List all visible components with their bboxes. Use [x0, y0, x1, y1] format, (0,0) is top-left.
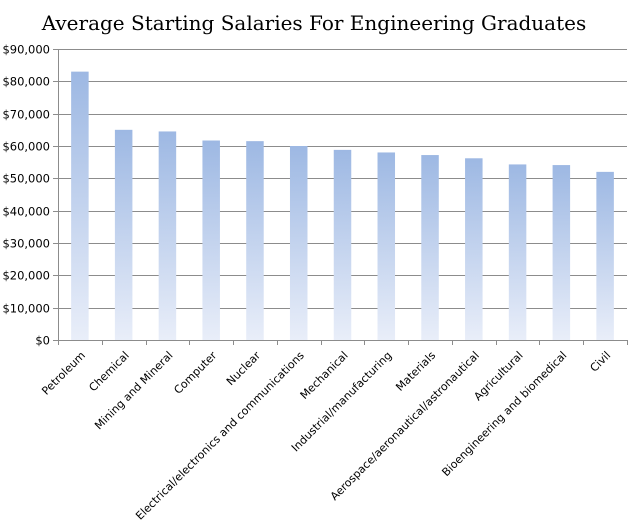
x-axis-category-label: Chemical	[86, 349, 131, 394]
bars	[71, 71, 614, 340]
x-axis-category-label: Mining and Mineral	[92, 349, 175, 432]
x-axis-category-label: Petroleum	[39, 349, 88, 398]
y-axis-tick-label: $20,000	[2, 269, 50, 283]
bar-chemical	[114, 129, 133, 340]
y-axis-tick-label: $70,000	[2, 108, 50, 122]
y-axis-tick-label: $0	[35, 334, 50, 348]
x-axis-category-label: Civil	[588, 349, 614, 375]
y-axis-tick-label: $50,000	[2, 172, 50, 186]
y-axis-tick-label: $60,000	[2, 140, 50, 154]
bar-agricultural	[508, 164, 527, 340]
y-axis-tick-labels: $0 $10,000 $20,000 $30,000 $40,000 $50,000 $60…	[2, 43, 50, 348]
axes	[53, 49, 628, 345]
x-axis-category-label: Nuclear	[224, 349, 263, 388]
bar-electrical-electronics-and-communications	[289, 146, 308, 340]
bar-materials	[421, 155, 439, 340]
y-axis-tick-label: $40,000	[2, 205, 50, 219]
chart-title: Average Starting Salaries For Engineerin…	[41, 11, 586, 35]
bar-bioengineering-and-biomedical	[552, 165, 571, 340]
x-axis-category-label: Computer	[171, 349, 219, 397]
bar-petroleum	[71, 71, 89, 340]
bar-industrial-manufacturing	[377, 152, 396, 340]
bar-mining-and-mineral	[158, 131, 177, 340]
bar-aerospace-aeronautical-astronautical	[465, 158, 483, 340]
bar-computer	[202, 140, 220, 340]
bar-mechanical	[333, 149, 352, 340]
y-axis-tick-label: $10,000	[2, 302, 50, 316]
x-axis-category-label: Materials	[393, 349, 438, 394]
y-axis-tick-label: $80,000	[2, 75, 50, 89]
y-axis-tick-label: $30,000	[2, 237, 50, 251]
bar-civil	[596, 171, 614, 340]
x-axis-category-label: Electrical/electronics and communication…	[133, 349, 307, 523]
y-axis-tick-label: $90,000	[2, 43, 50, 57]
bar-nuclear	[246, 141, 264, 340]
